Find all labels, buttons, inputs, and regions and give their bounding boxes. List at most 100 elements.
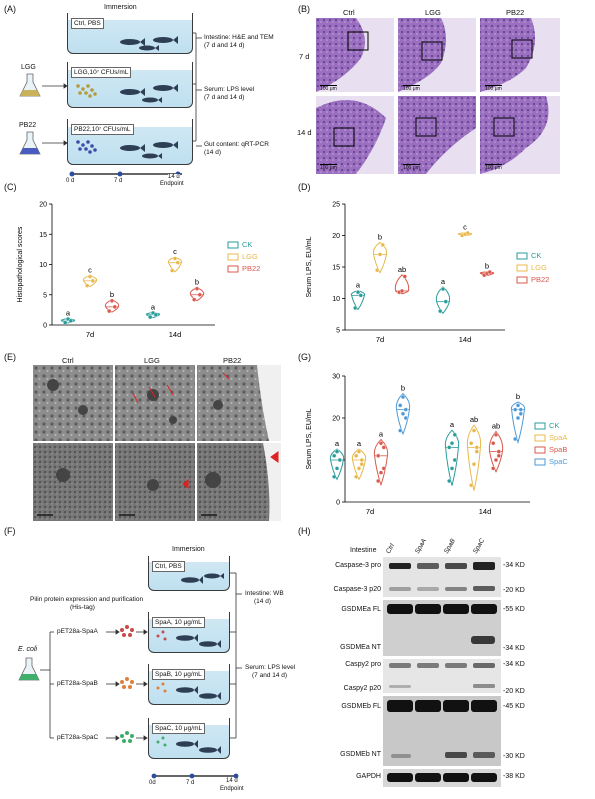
legend-label: LGG — [531, 263, 547, 272]
wb-marker: -34 KD — [503, 661, 525, 668]
data-point — [399, 288, 405, 294]
legend-swatch — [534, 434, 546, 442]
data-point — [378, 440, 384, 446]
legend-swatch — [227, 253, 239, 261]
tank-label: SpaB, 10 μg/mL — [152, 669, 205, 680]
significance-letter: b — [485, 262, 489, 271]
panel-a-drawing — [19, 32, 202, 177]
data-point — [354, 453, 359, 459]
flask-pb22-icon — [19, 131, 41, 155]
data-point — [337, 457, 342, 463]
data-point — [449, 466, 455, 471]
data-point — [355, 289, 361, 295]
significance-letter: b — [110, 290, 114, 299]
timeline-14d: 14 d — [168, 174, 180, 180]
legend-label: SpaB — [549, 445, 567, 454]
y-axis-label: Serum LPS, EU/mL — [306, 236, 313, 297]
x-tick-label: 7d — [366, 507, 374, 516]
output-wb-time: (14 d) — [254, 598, 271, 605]
data-point — [112, 304, 118, 310]
legend-swatch — [534, 422, 546, 430]
fish-icon — [199, 640, 221, 648]
legend-label: CK — [549, 421, 559, 430]
plasmid-spaa: pET28a-SpaA — [57, 628, 98, 635]
y-tick-label: 15 — [332, 265, 340, 272]
timeline-14d: 14 d — [226, 778, 238, 784]
wb-lane-spac: SpaC — [471, 537, 487, 555]
histo-col-pb22: PB22 — [506, 8, 525, 17]
data-point — [449, 440, 455, 446]
data-point — [437, 308, 443, 314]
wb-blot-gsdmeb — [383, 696, 501, 766]
data-point — [518, 407, 524, 412]
wb-marker: -34 KD — [503, 645, 525, 652]
data-point — [512, 407, 518, 412]
output-intestine: Intestine: H&E and TEM — [204, 34, 274, 41]
tem-col-lgg: LGG — [144, 356, 160, 365]
y-tick-label: 30 — [332, 374, 340, 381]
data-point — [334, 466, 340, 471]
significance-letter: a — [379, 429, 384, 438]
wb-marker: -30 KD — [503, 753, 525, 760]
flask-lgg-icon — [19, 73, 41, 97]
output-gut: Gut content: qRT-PCR — [204, 141, 269, 148]
data-point — [397, 403, 403, 408]
scale-bar: 100 μm — [403, 85, 420, 92]
wb-marker: -45 KD — [503, 703, 525, 710]
data-point — [87, 274, 93, 279]
data-point — [147, 314, 153, 320]
data-point — [452, 457, 458, 463]
data-point — [474, 445, 480, 450]
chart-c: 0 5 10 15 20 Histopathological scores 7d a c b 14d… — [17, 202, 260, 340]
legend-label: PB22 — [242, 264, 260, 273]
wb-lane-spaa: SpaA — [413, 537, 428, 555]
data-point — [359, 457, 365, 463]
histo-row-7d: 7 d — [299, 52, 310, 61]
wb-lane-ctrl: Ctrl — [384, 542, 397, 555]
legend-label: PB22 — [531, 275, 549, 284]
y-tick-label: 5 — [43, 292, 47, 299]
data-point — [400, 394, 406, 400]
fish-icon — [176, 686, 198, 694]
panel-label-e: (E) — [4, 352, 16, 362]
data-point — [496, 453, 502, 459]
data-point — [109, 298, 115, 304]
tank-label: Ctrl, PBS — [152, 561, 185, 572]
fish-icon — [139, 45, 159, 51]
tem-col-pb22: PB22 — [223, 356, 242, 365]
significance-letter: ab — [398, 265, 406, 274]
scale-bar: 100 μm — [320, 164, 337, 171]
violin-shape — [189, 287, 205, 302]
data-point — [465, 230, 471, 236]
y-tick-label: 20 — [332, 233, 340, 240]
wb-band-label: Caspy2 pro — [345, 661, 381, 668]
output-intestine-time: (7 d and 14 d) — [204, 42, 245, 49]
y-tick-label: 0 — [43, 323, 47, 330]
wb-marker: -34 KD — [503, 562, 525, 569]
data-point — [440, 286, 446, 292]
data-point — [84, 283, 90, 288]
data-point — [512, 436, 518, 442]
significance-letter: a — [335, 439, 340, 448]
data-point — [169, 268, 175, 273]
data-point — [493, 432, 499, 438]
spaa-protein-icon — [120, 625, 134, 637]
legend-swatch — [516, 264, 528, 272]
scale-bar: 100 μm — [485, 85, 502, 92]
violin-shape — [372, 241, 388, 274]
y-tick-label: 25 — [332, 202, 340, 209]
significance-letter: c — [463, 223, 467, 232]
data-point — [197, 292, 203, 297]
x-tick-label: 7d — [86, 330, 94, 339]
x-tick-label: 14d — [459, 335, 472, 344]
panel-f-drawing — [18, 572, 242, 779]
tem-images — [33, 365, 281, 521]
y-axis-label: Serum LPS, EU/mL — [306, 408, 313, 469]
wb-marker: -20 KD — [503, 587, 525, 594]
output-wb: Intestine: WB — [245, 590, 284, 597]
legend-swatch — [227, 241, 239, 249]
data-point — [191, 297, 197, 302]
significance-letter: a — [151, 302, 156, 311]
fish-icon — [153, 84, 178, 92]
